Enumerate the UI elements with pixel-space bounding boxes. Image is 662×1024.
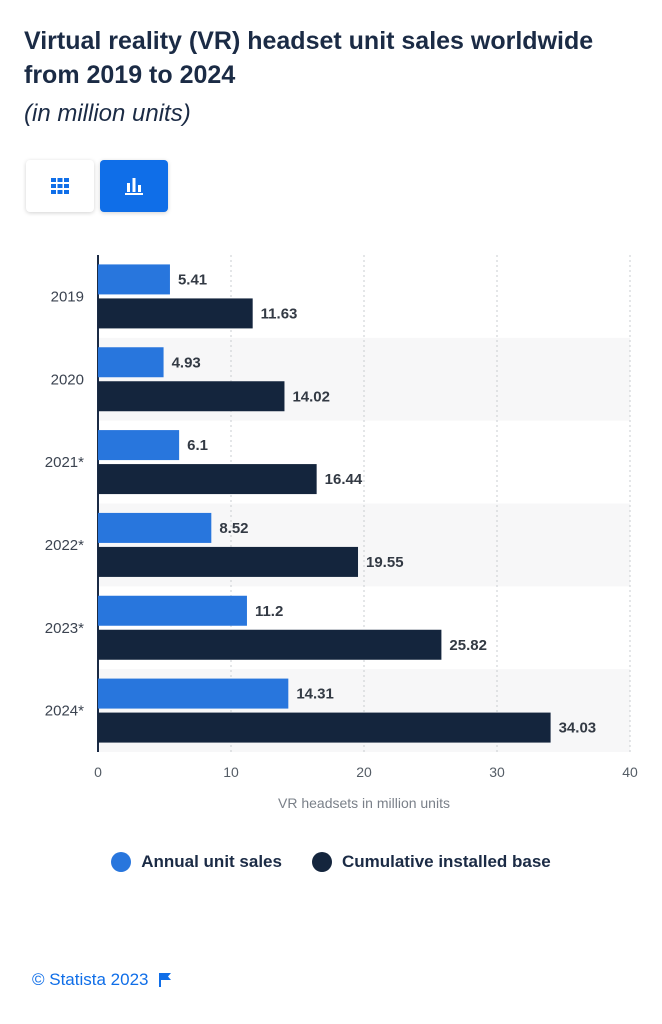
legend: Annual unit sales Cumulative installed b… — [0, 852, 662, 872]
legend-swatch-annual — [111, 852, 132, 872]
legend-label-cumulative: Cumulative installed base — [341, 852, 551, 871]
data-label: 14.31 — [296, 686, 334, 703]
bar-cumulative[interactable] — [98, 381, 285, 412]
bar-annual[interactable] — [98, 595, 247, 626]
grid-icon — [51, 178, 69, 194]
bar-cumulative[interactable] — [98, 712, 551, 743]
x-tick-label: 10 — [223, 764, 239, 780]
copyright-link[interactable]: © Statista 2023 — [32, 970, 149, 989]
data-label: 34.03 — [559, 720, 597, 737]
footer: © Statista 2023 — [32, 970, 171, 990]
chart-subtitle: (in million units) — [24, 100, 191, 127]
flag-icon[interactable] — [158, 973, 171, 987]
category-label: 2021* — [45, 454, 84, 471]
chart-view-button[interactable] — [100, 160, 168, 212]
bar-annual[interactable] — [98, 512, 212, 543]
data-label: 8.52 — [219, 520, 248, 537]
x-tick-label: 20 — [356, 764, 372, 780]
legend-item-annual[interactable]: Annual unit sales — [111, 852, 282, 872]
bar-annual[interactable] — [98, 264, 170, 295]
legend-item-cumulative[interactable]: Cumulative installed base — [311, 852, 551, 872]
view-toggle — [26, 160, 168, 212]
legend-swatch-cumulative — [311, 852, 332, 872]
data-label: 16.44 — [325, 471, 363, 488]
x-axis-title: VR headsets in million units — [278, 795, 450, 811]
legend-label-annual: Annual unit sales — [141, 852, 282, 871]
bar-annual[interactable] — [98, 430, 180, 461]
data-label: 11.2 — [255, 603, 283, 620]
data-label: 6.1 — [187, 437, 208, 454]
data-label: 4.93 — [172, 354, 201, 371]
bar-annual[interactable] — [98, 678, 289, 709]
x-tick-label: 40 — [622, 764, 638, 780]
bar-cumulative[interactable] — [98, 298, 253, 329]
bar-chart-icon — [125, 178, 143, 195]
x-tick-label: 30 — [489, 764, 505, 780]
data-label: 11.63 — [261, 305, 298, 322]
data-label: 5.41 — [178, 271, 207, 288]
category-label: 2022* — [45, 537, 84, 554]
bar-cumulative[interactable] — [98, 629, 442, 660]
table-view-button[interactable] — [26, 160, 94, 212]
category-label: 2019 — [51, 288, 84, 305]
bar-annual[interactable] — [98, 347, 164, 378]
bar-cumulative[interactable] — [98, 546, 359, 577]
data-label: 25.82 — [449, 637, 487, 654]
bar-cumulative[interactable] — [98, 464, 317, 495]
category-label: 2023* — [45, 620, 84, 637]
chart-title: Virtual reality (VR) headset unit sales … — [24, 27, 594, 89]
bar-chart: 5.41 11.63 4.93 14.02 6.1 16.44 8.52 19.55 11.2 2… — [45, 255, 638, 811]
category-label: 2020 — [51, 371, 84, 388]
x-tick-label: 0 — [94, 764, 102, 780]
data-label: 19.55 — [366, 554, 404, 571]
category-label: 2024* — [45, 703, 84, 720]
data-label: 14.02 — [292, 388, 330, 405]
